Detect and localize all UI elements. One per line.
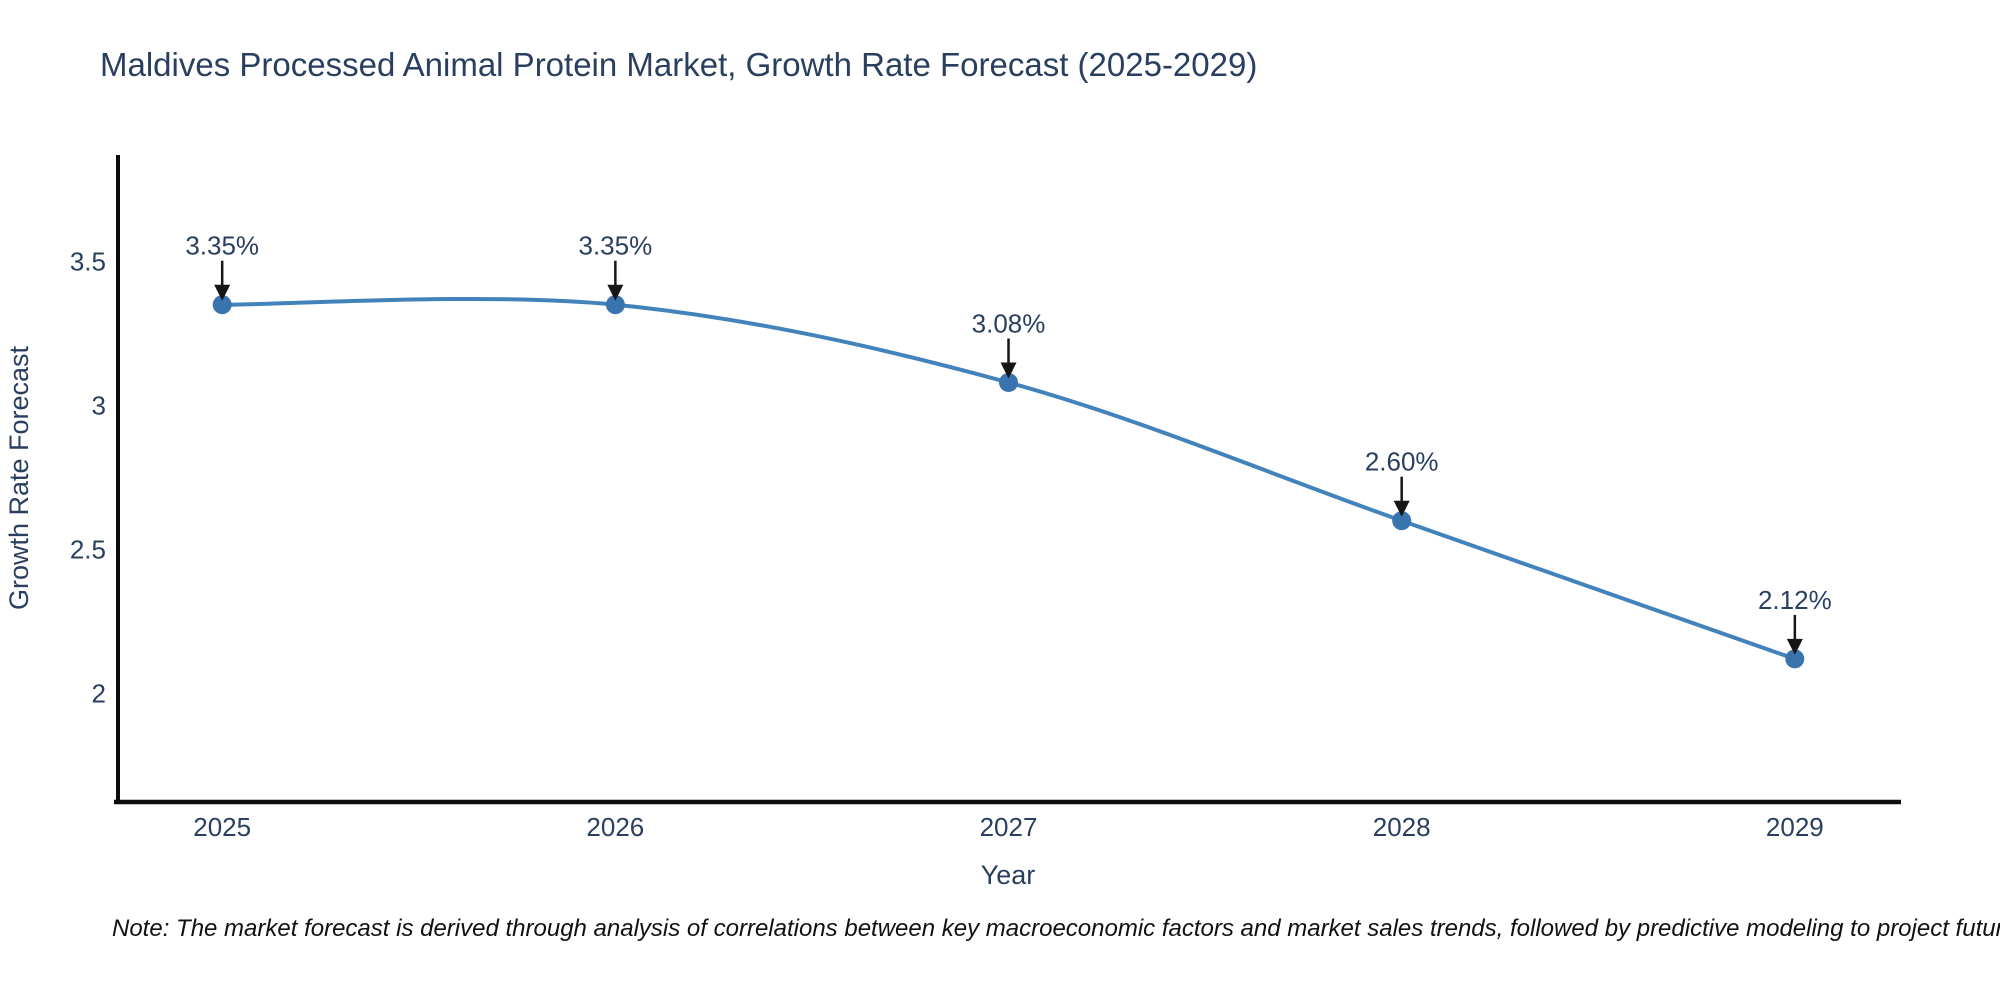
- y-tick-label: 3: [92, 391, 106, 421]
- annotations-group: 3.35% 3.35% 3.08% 2.60% 2.12%: [185, 231, 1832, 655]
- data-point-2029[interactable]: [1785, 649, 1805, 669]
- x-tick-label: 2028: [1373, 812, 1431, 842]
- data-point-2028[interactable]: [1392, 511, 1412, 531]
- annotation-arrow-head: [214, 284, 231, 301]
- annotation-label: 2.12%: [1758, 585, 1832, 615]
- x-axis-tick-labels: 2025 2026 2027 2028 2029: [193, 812, 1824, 842]
- x-tick-label: 2027: [980, 812, 1038, 842]
- y-axis-title: Growth Rate Forecast: [4, 345, 34, 610]
- data-point-2027[interactable]: [999, 373, 1018, 392]
- annotation-label: 3.35%: [185, 231, 259, 261]
- annotation-label: 3.08%: [972, 308, 1046, 338]
- x-tick-label: 2029: [1766, 812, 1824, 842]
- data-point-2025[interactable]: [212, 295, 232, 315]
- annotation-arrow-head: [1393, 500, 1410, 517]
- y-tick-label: 3.5: [70, 247, 106, 277]
- annotation-arrow-head: [607, 284, 624, 301]
- annotation-label: 3.35%: [578, 231, 652, 261]
- x-axis-title: Year: [981, 860, 1036, 890]
- x-tick-label: 2025: [193, 812, 251, 842]
- y-tick-label: 2: [92, 678, 106, 708]
- annotation-label: 2.60%: [1365, 447, 1439, 477]
- chart-title: Maldives Processed Animal Protein Market…: [100, 46, 1258, 83]
- x-tick-label: 2026: [586, 812, 644, 842]
- series-group: [212, 295, 1805, 669]
- annotation-arrow-head: [1786, 638, 1803, 655]
- y-tick-label: 2.5: [70, 534, 106, 564]
- annotation-arrow-head: [1000, 362, 1017, 379]
- data-point-2026[interactable]: [605, 295, 625, 315]
- footnote: Note: The market forecast is derived thr…: [112, 915, 2000, 942]
- y-axis-tick-labels: 2 2.5 3 3.5: [70, 247, 106, 709]
